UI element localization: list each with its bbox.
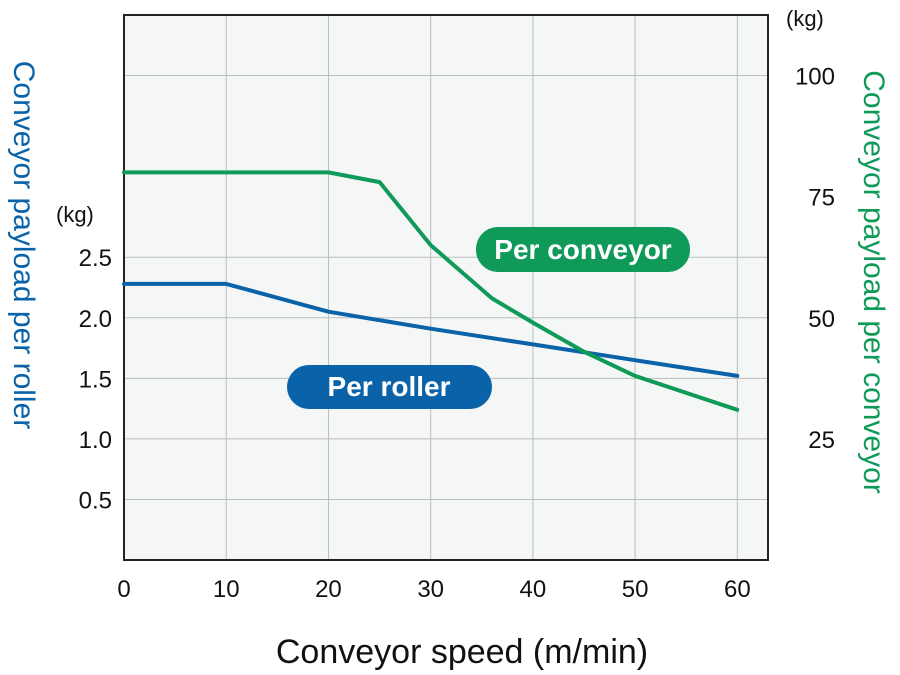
series-line-per-conveyor bbox=[122, 170, 740, 412]
x-tick-label: 30 bbox=[417, 576, 444, 603]
left-unit-label: (kg) bbox=[56, 202, 94, 227]
per-roller-tag-text: Per roller bbox=[328, 371, 451, 402]
right-tick-label: 100 bbox=[795, 64, 835, 91]
left-tick-label: 0.5 bbox=[79, 487, 112, 514]
right-tick-label: 25 bbox=[808, 427, 835, 454]
plot-border bbox=[123, 14, 769, 561]
right-tick-labels: 25 50 75 100 bbox=[795, 64, 835, 454]
series-line-per-roller bbox=[122, 281, 740, 378]
right-axis-label: Conveyor payload per conveyor bbox=[857, 70, 890, 494]
right-tick-label: 50 bbox=[808, 306, 835, 333]
per-conveyor-tag-text: Per conveyor bbox=[494, 234, 672, 265]
series-tag-per-conveyor: Per conveyor bbox=[476, 227, 690, 272]
left-tick-label: 2.0 bbox=[79, 306, 112, 333]
x-axis-label: Conveyor speed (m/min) bbox=[276, 633, 648, 671]
left-tick-label: 1.5 bbox=[79, 366, 112, 393]
series-lines bbox=[122, 170, 740, 412]
per-conveyor-tag-background bbox=[476, 227, 690, 272]
x-tick-label: 10 bbox=[213, 576, 240, 603]
x-tick-label: 20 bbox=[315, 576, 342, 603]
left-axis-label: Conveyor payload per roller bbox=[7, 61, 40, 430]
series-tag-per-roller: Per roller bbox=[287, 365, 492, 409]
right-tick-label: 75 bbox=[808, 185, 835, 212]
x-tick-label: 50 bbox=[622, 576, 649, 603]
left-tick-label: 1.0 bbox=[79, 427, 112, 454]
left-tick-labels: 0.5 1.0 1.5 2.0 2.5 bbox=[79, 245, 112, 514]
plot-area bbox=[124, 15, 768, 560]
right-unit-label: (kg) bbox=[786, 6, 824, 31]
per-roller-tag-background bbox=[287, 365, 492, 409]
left-tick-label: 2.5 bbox=[79, 245, 112, 272]
x-tick-labels: 0 10 20 30 40 50 60 bbox=[117, 576, 750, 603]
x-tick-label: 60 bbox=[724, 576, 751, 603]
x-tick-label: 0 bbox=[117, 576, 130, 603]
x-tick-label: 40 bbox=[520, 576, 547, 603]
